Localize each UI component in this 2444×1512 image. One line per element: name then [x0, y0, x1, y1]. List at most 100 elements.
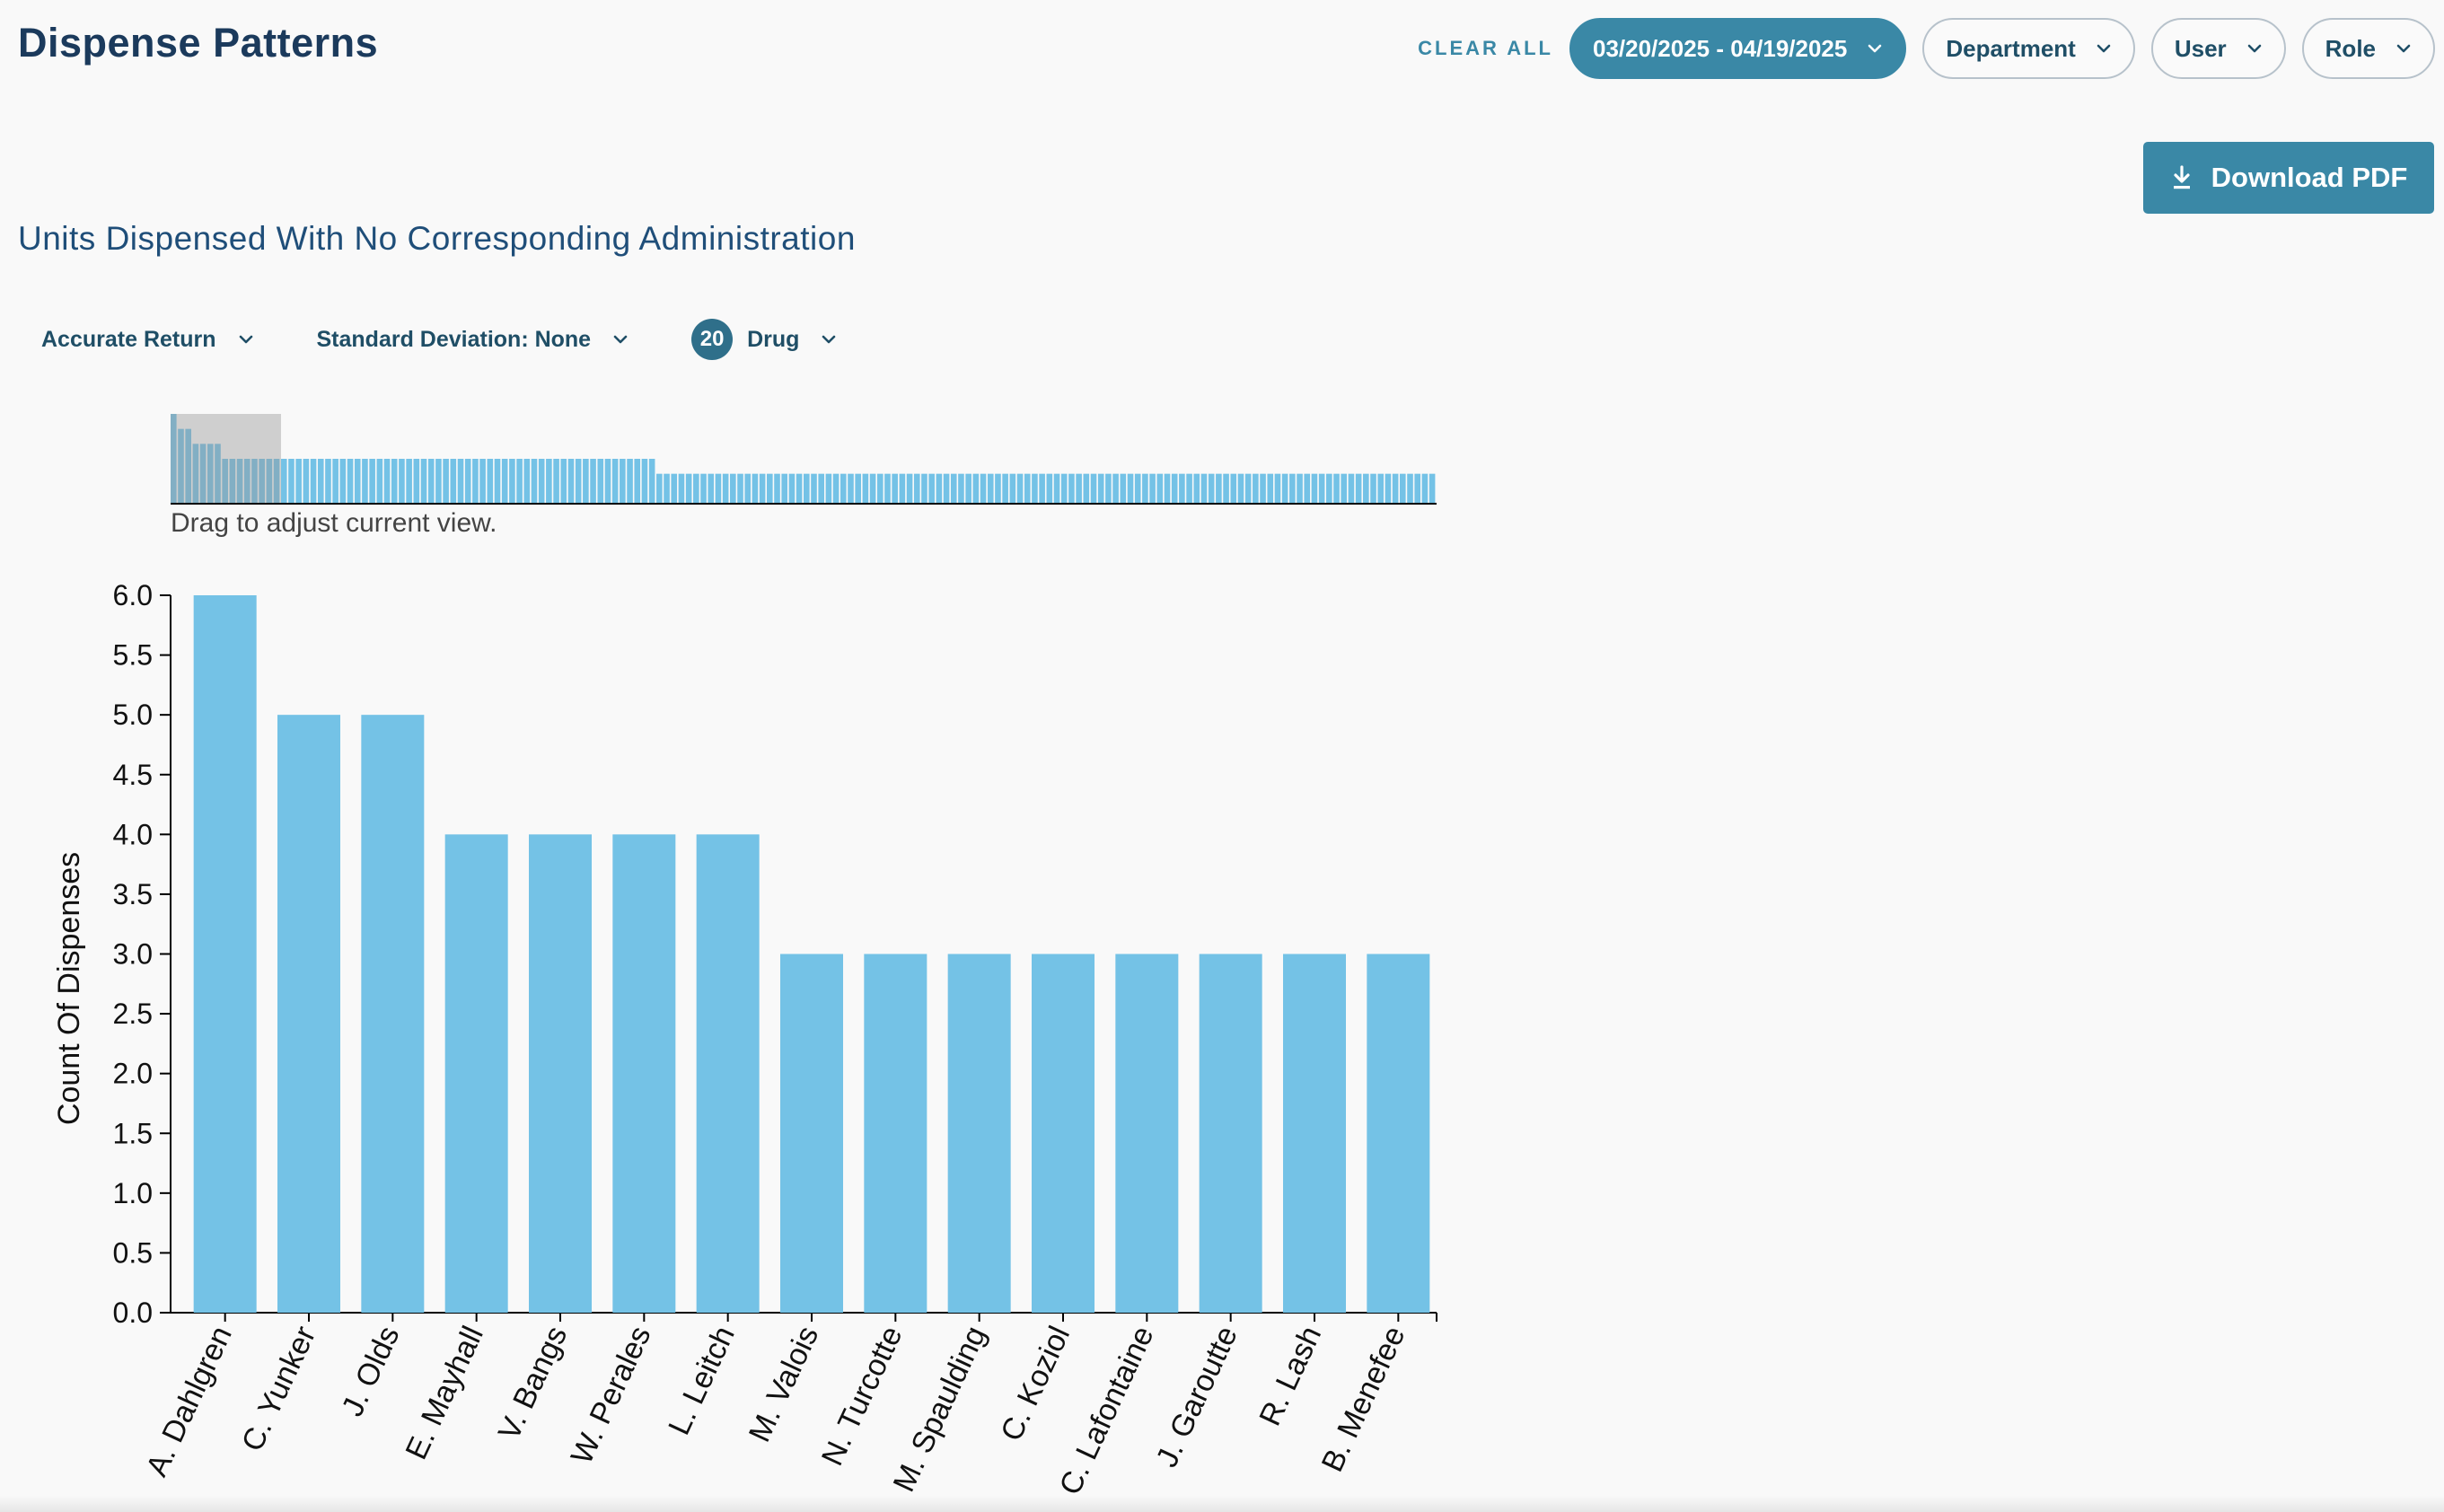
- clear-all-button[interactable]: CLEAR ALL: [1418, 37, 1553, 59]
- brush-bar: [744, 473, 752, 504]
- brush-bar: [1024, 473, 1031, 504]
- brush-bar: [715, 473, 722, 504]
- brush-bar: [288, 459, 295, 504]
- chart-title: Units Dispensed With No Corresponding Ad…: [18, 220, 856, 257]
- brush-bar: [1076, 473, 1082, 504]
- brush-bar: [1297, 473, 1303, 504]
- bar: [444, 834, 508, 1313]
- brush-bar: [325, 459, 331, 504]
- brush-bar: [1333, 473, 1340, 504]
- brush-bar: [590, 459, 596, 504]
- brush-overview[interactable]: [171, 414, 1437, 505]
- bar: [1032, 954, 1095, 1313]
- drug-dropdown[interactable]: 20 Drug: [691, 319, 837, 360]
- y-tick-label: 1.5: [113, 1117, 153, 1149]
- brush-bar: [243, 459, 251, 504]
- brush-selection[interactable]: [171, 414, 281, 504]
- brush-bar: [1112, 473, 1119, 504]
- brush-bar: [1348, 473, 1355, 504]
- download-pdf-button[interactable]: Download PDF: [2143, 142, 2434, 214]
- brush-bar: [295, 459, 302, 504]
- brush-bar: [862, 473, 869, 504]
- brush-bar: [1134, 473, 1141, 504]
- brush-bar: [222, 459, 228, 504]
- brush-bar: [1274, 473, 1281, 504]
- role-dropdown[interactable]: Role: [2301, 18, 2435, 79]
- bar: [864, 954, 927, 1313]
- brush-bar: [1200, 473, 1208, 504]
- brush-bar: [1016, 473, 1024, 504]
- bar: [947, 954, 1011, 1313]
- y-tick-label: 2.5: [113, 998, 153, 1030]
- brush-bar: [1355, 473, 1362, 504]
- brush-bar: [1046, 473, 1053, 504]
- role-label: Role: [2325, 34, 2376, 62]
- brush-bar: [1230, 473, 1237, 504]
- brush-bar: [192, 444, 199, 504]
- y-tick-label: 3.0: [113, 938, 153, 971]
- brush-bar: [1068, 473, 1075, 504]
- brush-bar: [884, 473, 891, 504]
- brush-bar: [457, 459, 464, 504]
- brush-bar: [273, 459, 280, 504]
- chart-filters: Accurate Return Standard Deviation: None…: [41, 317, 900, 362]
- x-tick-label: W. Perales: [565, 1321, 658, 1469]
- brush-bar: [538, 459, 545, 504]
- y-tick-label: 4.0: [113, 818, 153, 850]
- brush-bar: [1171, 473, 1178, 504]
- brush-bar: [980, 473, 987, 504]
- brush-bar: [1179, 473, 1185, 504]
- user-dropdown[interactable]: User: [2150, 18, 2286, 79]
- brush-bar: [280, 459, 287, 504]
- std-dev-dropdown[interactable]: Standard Deviation: None: [317, 327, 629, 353]
- brush-bar: [229, 459, 236, 504]
- brush-bar: [832, 473, 840, 504]
- brush-bar: [560, 459, 567, 504]
- chevron-down-icon: [2097, 44, 2111, 53]
- y-axis: 0.0 0.5 1.0 1.5 2.0 2.5 3.0 3.5 4.0 4.5 5.0 5.5 6.0: [113, 579, 1437, 1329]
- drug-count-badge: 20: [691, 319, 734, 360]
- brush-bar: [906, 473, 913, 504]
- brush-bar: [171, 414, 177, 504]
- accurate-return-dropdown[interactable]: Accurate Return: [41, 327, 254, 353]
- y-tick-label: 2.0: [113, 1058, 153, 1090]
- accurate-return-label: Accurate Return: [41, 326, 216, 352]
- brush-bar: [1149, 473, 1156, 504]
- brush-bar: [391, 459, 398, 504]
- brush-bar: [1156, 473, 1164, 504]
- brush-bar: [869, 473, 876, 504]
- y-tick-label: 4.5: [113, 759, 153, 791]
- brush-bar: [1009, 473, 1016, 504]
- brush-bar: [1318, 473, 1325, 504]
- x-tick-label: J. Olds: [335, 1321, 406, 1421]
- download-icon: [2173, 165, 2190, 189]
- brush-bar: [303, 459, 310, 504]
- brush-bar: [531, 459, 538, 504]
- y-tick-label: 6.0: [113, 579, 153, 611]
- y-tick-label: 1.0: [113, 1177, 153, 1209]
- brush-bar: [965, 473, 971, 504]
- y-tick-label: 3.5: [113, 878, 153, 910]
- brush-bar: [936, 473, 943, 504]
- brush-bar: [1407, 473, 1413, 504]
- brush-bar: [752, 473, 759, 504]
- brush-bar: [1090, 473, 1097, 504]
- bar: [1199, 954, 1262, 1313]
- brush-bar: [892, 473, 898, 504]
- brush-bar: [1083, 473, 1090, 504]
- brush-bar: [987, 473, 994, 504]
- brush-bar: [546, 459, 552, 504]
- brush-bar: [995, 473, 1001, 504]
- brush-bar: [804, 473, 810, 504]
- brush-bar: [767, 473, 773, 504]
- date-range-dropdown[interactable]: 03/20/2025 - 04/19/2025: [1569, 18, 1907, 79]
- brush-bar: [825, 473, 832, 504]
- brush-bar: [634, 459, 641, 504]
- brush-bar: [774, 473, 780, 504]
- brush-bar: [1244, 473, 1252, 504]
- brush-bar: [583, 459, 589, 504]
- brush-bar: [611, 459, 619, 504]
- x-tick-label: J. Garoutte: [1149, 1321, 1244, 1472]
- brush-bar: [604, 459, 611, 504]
- department-dropdown[interactable]: Department: [1922, 18, 2135, 79]
